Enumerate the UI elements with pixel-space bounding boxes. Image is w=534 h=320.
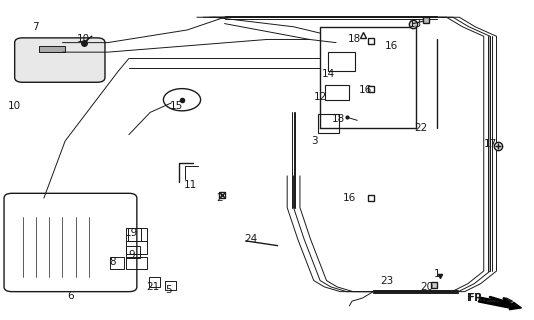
Text: 20: 20 — [420, 282, 433, 292]
Text: 12: 12 — [313, 92, 327, 101]
Bar — [165, 281, 176, 290]
Bar — [318, 114, 339, 133]
Text: 15: 15 — [170, 101, 183, 111]
Bar — [38, 46, 65, 52]
Text: 23: 23 — [380, 276, 393, 285]
Text: 16: 16 — [343, 193, 356, 203]
Text: 16: 16 — [385, 41, 398, 51]
Text: 3: 3 — [311, 136, 318, 146]
Text: 1: 1 — [434, 269, 441, 279]
Text: 18: 18 — [332, 114, 345, 124]
Bar — [126, 257, 147, 269]
Bar — [126, 241, 147, 253]
Text: 17: 17 — [483, 139, 497, 149]
Bar — [111, 257, 123, 269]
Text: 16: 16 — [359, 85, 372, 95]
FancyBboxPatch shape — [14, 38, 105, 82]
Text: 14: 14 — [321, 69, 335, 79]
Text: 11: 11 — [183, 180, 197, 190]
Text: 24: 24 — [245, 234, 258, 244]
Text: 19: 19 — [125, 228, 138, 238]
Text: FR.: FR. — [469, 293, 485, 303]
Bar — [126, 228, 147, 241]
Text: 21: 21 — [146, 282, 160, 292]
Text: 9: 9 — [128, 250, 135, 260]
Text: 2: 2 — [216, 193, 223, 203]
Bar — [149, 277, 160, 287]
FancyArrow shape — [478, 297, 521, 310]
Text: 5: 5 — [166, 285, 172, 295]
Text: 10: 10 — [77, 35, 90, 44]
Text: 22: 22 — [414, 123, 428, 133]
Text: 13: 13 — [409, 19, 422, 28]
Text: 18: 18 — [348, 35, 362, 44]
Bar — [325, 85, 349, 100]
Text: 6: 6 — [67, 292, 74, 301]
Text: 10: 10 — [8, 101, 21, 111]
Bar — [328, 52, 355, 71]
Text: FR.: FR. — [467, 293, 486, 303]
Text: 8: 8 — [109, 257, 116, 267]
Bar — [128, 228, 141, 241]
Bar — [126, 246, 139, 258]
Text: 7: 7 — [33, 22, 39, 32]
